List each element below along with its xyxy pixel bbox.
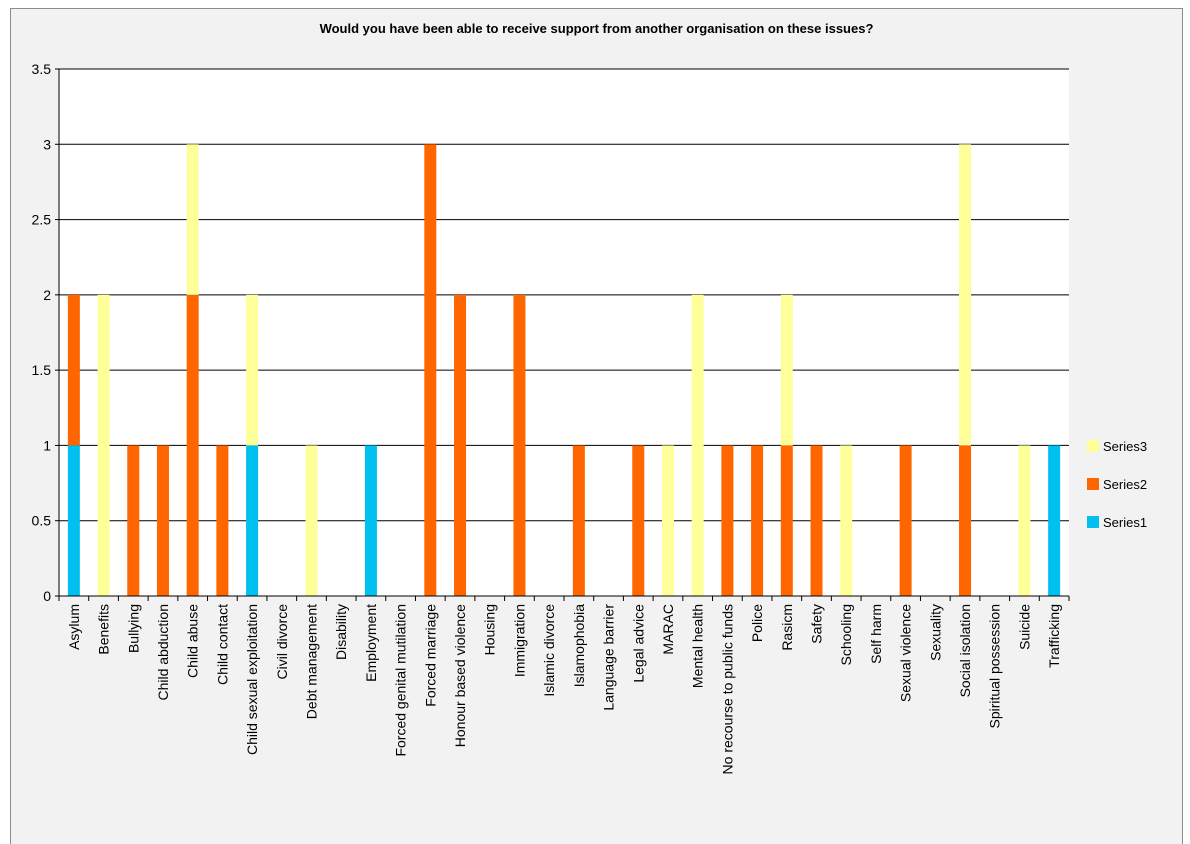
bar-series2-25 (810, 445, 823, 596)
bar-series1-10 (364, 445, 377, 596)
bar-series3-8 (305, 445, 318, 596)
bar-series3-32 (1018, 445, 1031, 596)
bar-series1-6 (246, 445, 259, 596)
bars (67, 144, 1061, 597)
axes (55, 68, 1070, 601)
bar-series2-22 (721, 445, 734, 596)
bar-series2-17 (572, 445, 585, 596)
chart-title: Would you have been able to receive supp… (319, 21, 874, 36)
legend-swatch-series3 (1087, 440, 1099, 452)
bar-series3-26 (840, 445, 853, 596)
bar-series3-20 (661, 445, 674, 596)
x-tick-label: Sexual violence (898, 604, 914, 702)
x-tick-label: Asylum (66, 604, 82, 650)
bar-series3-21 (691, 294, 704, 596)
x-tick-label: Housing (482, 604, 498, 655)
x-tick-label: Schooling (838, 604, 854, 666)
x-tick-label: MARAC (660, 604, 676, 655)
x-tick-label: Sexuality (927, 604, 943, 661)
bar-series3-24 (780, 294, 793, 446)
y-tick-label: 2.5 (32, 212, 52, 228)
legend-label-series2: Series2 (1103, 477, 1147, 492)
y-tick-label: 3.5 (32, 61, 52, 77)
bar-series2-13 (454, 294, 467, 596)
x-tick-label: Child sexual exploitation (244, 604, 260, 755)
legend: Series3 Series2 Series1 (1087, 439, 1147, 530)
x-tick-label: Immigration (511, 604, 527, 677)
x-tick-label: Spiritual possession (987, 604, 1003, 729)
bar-series1-33 (1048, 445, 1061, 596)
y-tick-labels: 0 0.5 1 1.5 2 2.5 3 3.5 (32, 61, 52, 604)
bar-series2-2 (127, 445, 140, 596)
x-tick-labels: Asylum Benefits Bullying Child abduction Chi… (66, 604, 1062, 775)
x-tick-label: Forced marriage (422, 604, 438, 707)
x-tick-label: Rasicm (779, 604, 795, 651)
x-tick-label: Language barrier (601, 604, 617, 711)
y-tick-label: 1 (43, 437, 51, 453)
x-tick-label: Bullying (125, 604, 141, 653)
x-tick-label: Islamophobia (571, 604, 587, 687)
x-tick-label: Suicide (1016, 604, 1032, 650)
y-tick-label: 2 (43, 287, 51, 303)
bar-series2-4 (186, 294, 199, 596)
bar-series3-1 (97, 294, 110, 596)
y-tick-label: 0.5 (32, 513, 52, 529)
bar-series3-30 (959, 144, 972, 446)
x-tick-label: Police (749, 604, 765, 642)
x-tick-label: No recourse to public funds (719, 604, 735, 774)
x-tick-label: Forced genital mutilation (393, 604, 409, 757)
x-tick-label: Benefits (96, 604, 112, 655)
x-tick-label: Disability (333, 604, 349, 660)
bar-series1-0 (67, 445, 80, 596)
bar-series2-15 (513, 294, 526, 596)
y-tick-label: 0 (43, 588, 51, 604)
x-tick-label: Trafficking (1046, 604, 1062, 668)
x-tick-label: Social isolation (957, 604, 973, 697)
bar-series2-3 (156, 445, 169, 596)
x-tick-label: Civil divorce (274, 604, 290, 680)
legend-swatch-series2 (1087, 478, 1099, 490)
legend-label-series3: Series3 (1103, 439, 1147, 454)
bar-series2-5 (216, 445, 229, 596)
y-tick-label: 1.5 (32, 362, 52, 378)
x-tick-label: Honour based violence (452, 604, 468, 747)
bar-series2-12 (424, 144, 437, 597)
x-tick-label: Safety (809, 604, 825, 644)
x-tick-label: Child abduction (155, 604, 171, 701)
bar-series2-30 (959, 445, 972, 596)
x-tick-label: Self harm (868, 604, 884, 664)
plot-area (59, 69, 1069, 596)
x-tick-label: Debt management (304, 604, 320, 719)
x-tick-label: Legal advice (630, 604, 646, 683)
bar-series3-6 (246, 294, 259, 446)
y-tick-label: 3 (43, 136, 51, 152)
x-tick-label: Mental health (690, 604, 706, 688)
bar-series2-28 (899, 445, 912, 596)
legend-label-series1: Series1 (1103, 515, 1147, 530)
bar-series2-19 (632, 445, 645, 596)
bar-series2-23 (751, 445, 764, 596)
bar-series2-0 (67, 294, 80, 446)
x-tick-label: Islamic divorce (541, 604, 557, 697)
legend-swatch-series1 (1087, 516, 1099, 528)
x-tick-label: Child abuse (185, 604, 201, 678)
x-tick-label: Employment (363, 604, 379, 682)
bar-series3-4 (186, 144, 199, 295)
x-tick-label: Child contact (214, 604, 230, 685)
bar-series2-24 (780, 445, 793, 596)
